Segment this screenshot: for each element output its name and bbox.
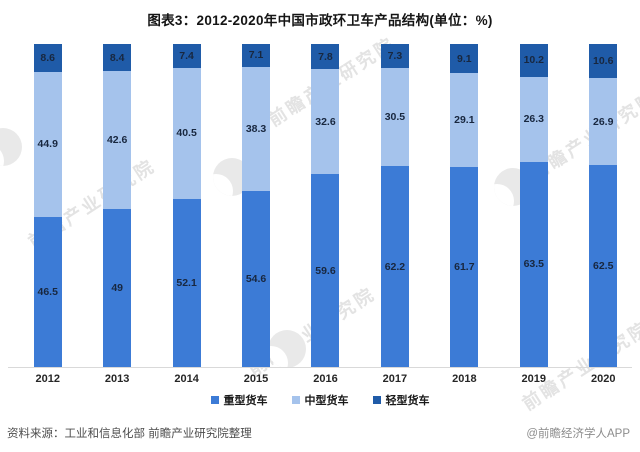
bar-value-label: 26.3 — [523, 113, 544, 126]
bar-segment: 8.4 — [103, 44, 132, 72]
bar-value-label: 30.5 — [384, 110, 406, 123]
bar-value-label: 7.1 — [248, 49, 264, 62]
bar-value-label: 46.5 — [37, 285, 58, 298]
bar-segment: 46.5 — [33, 216, 62, 367]
bar-segment: 29.1 — [450, 73, 479, 168]
legend-item: 轻型货车 — [372, 392, 430, 408]
bar-column: 7.4 40.5 52.1 — [152, 44, 221, 367]
bar-value-label: 7.4 — [179, 49, 194, 62]
bar-value-label: 10.2 — [523, 54, 544, 67]
bar-value-label: 63.5 — [523, 258, 544, 271]
legend-swatch — [291, 396, 300, 404]
bar-value-label: 61.7 — [454, 261, 475, 274]
legend: 重型货车 中型货车 轻型货车 — [0, 392, 640, 408]
bar-segment: 62.5 — [589, 165, 618, 367]
legend-item: 中型货车 — [291, 392, 349, 408]
source-note: 资料来源：工业和信息化部 前瞻产业研究院整理 — [7, 428, 252, 440]
x-axis-label: 2017 — [382, 373, 408, 385]
bar-segment: 26.9 — [589, 78, 618, 166]
bar-value-label: 54.6 — [245, 272, 267, 285]
bar-segment: 44.9 — [33, 71, 62, 217]
bar-value-label: 8.6 — [40, 51, 56, 64]
stacked-bar: 10.2 26.3 63.5 — [519, 44, 548, 367]
legend-swatch — [210, 396, 219, 404]
legend-label: 轻型货车 — [385, 395, 430, 407]
bar-segment: 7.1 — [242, 44, 271, 67]
bar-segment: 59.6 — [311, 174, 340, 367]
bar-segment: 9.1 — [450, 44, 479, 74]
bar-value-label: 62.2 — [384, 260, 406, 273]
bar-value-label: 62.5 — [593, 260, 614, 273]
x-axis-label: 2014 — [174, 373, 199, 385]
stacked-bar: 7.1 38.3 54.6 — [242, 44, 271, 367]
bar-segment: 42.6 — [103, 71, 132, 209]
bar-value-label: 32.6 — [315, 115, 336, 128]
bar-value-label: 9.1 — [457, 52, 472, 65]
legend-item: 重型货车 — [210, 392, 268, 408]
x-axis-label: 2013 — [104, 373, 130, 385]
stacked-bar: 8.6 44.9 46.5 — [33, 44, 62, 367]
bar-value-label: 40.5 — [176, 127, 197, 140]
bar-value-label: 49 — [111, 281, 123, 294]
x-axis-label: 2015 — [243, 373, 269, 385]
bar-value-label: 38.3 — [245, 122, 267, 135]
x-axis-label: 2016 — [313, 373, 338, 385]
x-axis-label: 2012 — [35, 373, 60, 385]
bar-segment: 52.1 — [172, 198, 201, 367]
bar-segment: 32.6 — [311, 69, 340, 175]
stacked-bar: 8.4 42.6 49 — [103, 44, 132, 367]
bar-segment: 38.3 — [242, 66, 271, 191]
bar-column: 10.6 26.9 62.5 — [569, 44, 638, 367]
credit-note: @前瞻经济学人APP — [526, 428, 630, 440]
bar-segment: 30.5 — [380, 67, 409, 167]
bar-segment: 49 — [103, 208, 132, 367]
bar-value-label: 42.6 — [106, 133, 128, 146]
stacked-bar: 10.6 26.9 62.5 — [589, 44, 618, 367]
bar-column: 10.2 26.3 63.5 — [499, 44, 568, 367]
bar-segment: 26.3 — [519, 76, 548, 162]
bar-value-label: 10.6 — [593, 55, 614, 68]
legend-label: 中型货车 — [304, 395, 349, 407]
stacked-bar: 7.4 40.5 52.1 — [172, 44, 201, 367]
bar-value-label: 52.1 — [176, 276, 197, 289]
bar-value-label: 7.3 — [387, 49, 403, 62]
bar-segment: 62.2 — [380, 166, 409, 367]
bar-value-label: 26.9 — [593, 115, 614, 128]
bar-value-label: 59.6 — [315, 264, 336, 277]
bar-segment: 63.5 — [519, 161, 548, 367]
bar-segment: 10.6 — [589, 44, 618, 79]
stacked-bar: 9.1 29.1 61.7 — [450, 44, 479, 367]
x-axis-labels: 2012 2013 2014 2015 2016 2017 2018 2019 2020 — [13, 373, 638, 385]
footer: 资料来源：工业和信息化部 前瞻产业研究院整理 @前瞻经济学人APP — [7, 425, 630, 441]
x-axis-label: 2019 — [521, 373, 547, 385]
bar-value-label: 29.1 — [454, 114, 475, 127]
bar-value-label: 8.4 — [109, 51, 125, 64]
stacked-bar: 7.8 32.6 59.6 — [311, 44, 340, 367]
x-axis-line — [8, 367, 632, 368]
bar-segment: 8.6 — [33, 44, 62, 72]
bar-segment: 40.5 — [172, 67, 201, 199]
bar-column: 7.1 38.3 54.6 — [221, 44, 290, 367]
bar-value-label: 44.9 — [37, 138, 58, 151]
chart-title: 图表3：2012-2020年中国市政环卫车产品结构(单位：%) — [147, 13, 493, 28]
bar-column: 9.1 29.1 61.7 — [430, 44, 499, 367]
bar-column: 8.4 42.6 49 — [82, 44, 151, 367]
bar-column: 7.8 32.6 59.6 — [291, 44, 360, 367]
bar-segment: 10.2 — [519, 44, 548, 77]
plot-area: 8.6 44.9 46.5 8.4 42.6 49 7.4 40.5 52.1 7.1 38.3 54… — [13, 44, 638, 367]
bar-column: 7.3 30.5 62.2 — [360, 44, 429, 367]
stacked-bar: 7.3 30.5 62.2 — [380, 44, 409, 367]
bar-column: 8.6 44.9 46.5 — [13, 44, 82, 367]
legend-label: 重型货车 — [223, 395, 268, 407]
legend-swatch — [372, 396, 381, 404]
bar-segment: 7.8 — [311, 44, 340, 70]
bar-segment: 54.6 — [242, 190, 271, 367]
bar-segment: 61.7 — [450, 167, 479, 367]
bar-segment: 7.4 — [172, 44, 201, 68]
x-axis-label: 2018 — [452, 373, 477, 385]
x-axis-label: 2020 — [590, 373, 616, 385]
bar-value-label: 7.8 — [318, 50, 333, 63]
bar-segment: 7.3 — [380, 44, 409, 68]
